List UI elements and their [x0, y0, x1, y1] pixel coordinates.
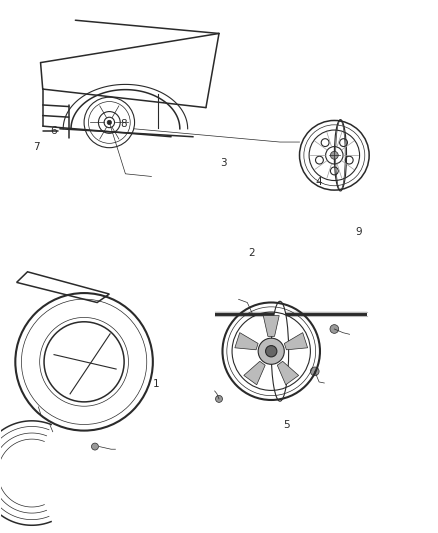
Circle shape — [92, 443, 99, 450]
Polygon shape — [244, 361, 265, 385]
Text: 7: 7 — [33, 142, 39, 152]
Text: 3: 3 — [220, 158, 226, 168]
Circle shape — [330, 325, 339, 333]
Polygon shape — [235, 333, 258, 350]
Text: 4: 4 — [316, 177, 322, 187]
Circle shape — [107, 120, 112, 125]
Text: 1: 1 — [152, 379, 159, 389]
Text: 2: 2 — [248, 248, 255, 259]
Circle shape — [215, 395, 223, 402]
Circle shape — [330, 151, 338, 159]
Text: 5: 5 — [283, 421, 290, 430]
Circle shape — [311, 367, 319, 376]
Text: 6: 6 — [50, 126, 57, 136]
Polygon shape — [284, 333, 307, 350]
Text: 8: 8 — [120, 118, 127, 128]
Circle shape — [258, 338, 284, 364]
Ellipse shape — [271, 301, 289, 401]
Polygon shape — [263, 316, 279, 336]
Polygon shape — [277, 361, 299, 385]
Circle shape — [265, 345, 277, 357]
Text: 9: 9 — [355, 227, 362, 237]
